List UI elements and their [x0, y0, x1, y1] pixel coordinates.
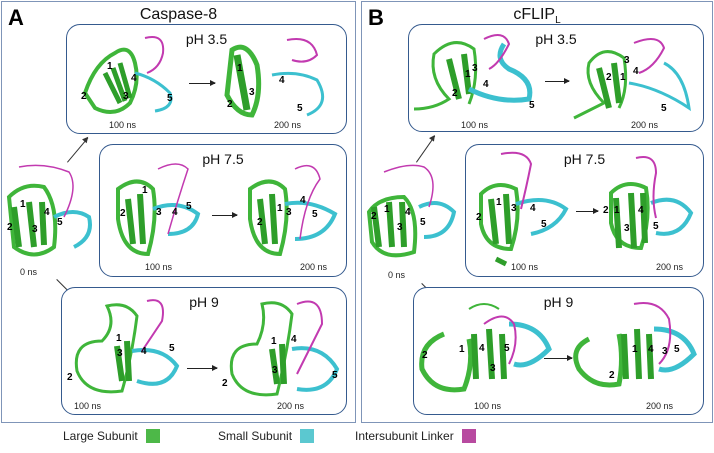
- protein-structure-100ns: [108, 159, 208, 259]
- ph-label: pH 7.5: [202, 151, 244, 167]
- time-arrow: [545, 78, 570, 84]
- time-arrow: [544, 355, 573, 361]
- time-arrow: [576, 208, 599, 214]
- small-subunit-swatch: [300, 429, 315, 443]
- condition-box-ph35: pH 3.5 1 2 3 4 5 1 2 3 4 5 100 ns 200 ns: [408, 24, 704, 132]
- protein-structure-200ns: [222, 294, 342, 404]
- panel-title: Caspase-8: [139, 6, 218, 23]
- legend-linker: Intersubunit Linker: [355, 429, 476, 443]
- panel-a-caspase8: A Caspase-8 pH 3.5 1 2 3 4 5 1 2 3 4 5 1…: [1, 1, 356, 423]
- ph-label: pH 3.5: [535, 31, 577, 47]
- protein-structure-100ns: [471, 149, 571, 269]
- condition-box-ph35: pH 3.5 1 2 3 4 5 1 2 3 4 5 100 ns 200 ns: [66, 24, 347, 134]
- panel-letter: A: [8, 5, 24, 30]
- condition-box-ph75: pH 7.5 1 2 3 4 5 1 2 3 4 5 100 ns 200 ns: [465, 144, 704, 277]
- protein-structure-0ns: [364, 152, 459, 267]
- large-subunit-swatch: [145, 429, 160, 443]
- protein-structure-100ns: [414, 294, 554, 406]
- protein-structure-200ns: [240, 159, 340, 259]
- protein-structure-0ns: [4, 157, 96, 267]
- legend-large-subunit: Large Subunit: [63, 429, 160, 443]
- condition-box-ph9: pH 9 1 2 3 4 5 1 2 3 4 5 100 ns 200 ns: [61, 287, 347, 415]
- protein-structure-100ns: [75, 33, 190, 121]
- panel-letter: B: [368, 5, 384, 30]
- ph-label: pH 3.5: [185, 31, 228, 47]
- time-arrow: [187, 365, 218, 371]
- linker-swatch: [461, 429, 476, 443]
- ph-label: pH 7.5: [563, 151, 606, 167]
- protein-structure-200ns: [601, 153, 696, 263]
- time-arrow: [212, 212, 238, 218]
- panel-b-cflipl: B cFLIPL pH 3.5 1 2 3 4 5 1 2 3 4 5 100 …: [361, 1, 713, 423]
- ph-label: pH 9: [189, 294, 219, 310]
- ph-label: pH 9: [543, 294, 574, 310]
- protein-structure-200ns: [569, 33, 699, 123]
- time-arrow: [189, 80, 216, 86]
- condition-box-ph75: pH 7.5 1 2 3 4 5 1 2 3 4 5 100 ns 200 ns: [99, 144, 347, 277]
- protein-structure-100ns: [409, 29, 544, 119]
- protein-structure-200ns: [569, 294, 699, 406]
- protein-structure-100ns: [67, 296, 187, 401]
- condition-box-ph9: pH 9 1 2 3 4 5 1 2 3 4 5 100 ns 200 ns: [413, 287, 704, 415]
- protein-structure-200ns: [217, 35, 342, 120]
- panel-title: cFLIPL: [513, 6, 561, 27]
- legend-small-subunit: Small Subunit: [218, 429, 315, 443]
